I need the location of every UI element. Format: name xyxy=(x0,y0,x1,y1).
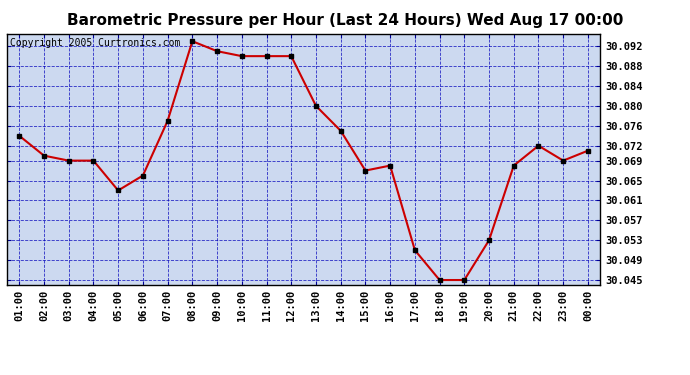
Text: Barometric Pressure per Hour (Last 24 Hours) Wed Aug 17 00:00: Barometric Pressure per Hour (Last 24 Ho… xyxy=(67,13,623,28)
Text: Copyright 2005 Curtronics.com: Copyright 2005 Curtronics.com xyxy=(10,38,180,48)
